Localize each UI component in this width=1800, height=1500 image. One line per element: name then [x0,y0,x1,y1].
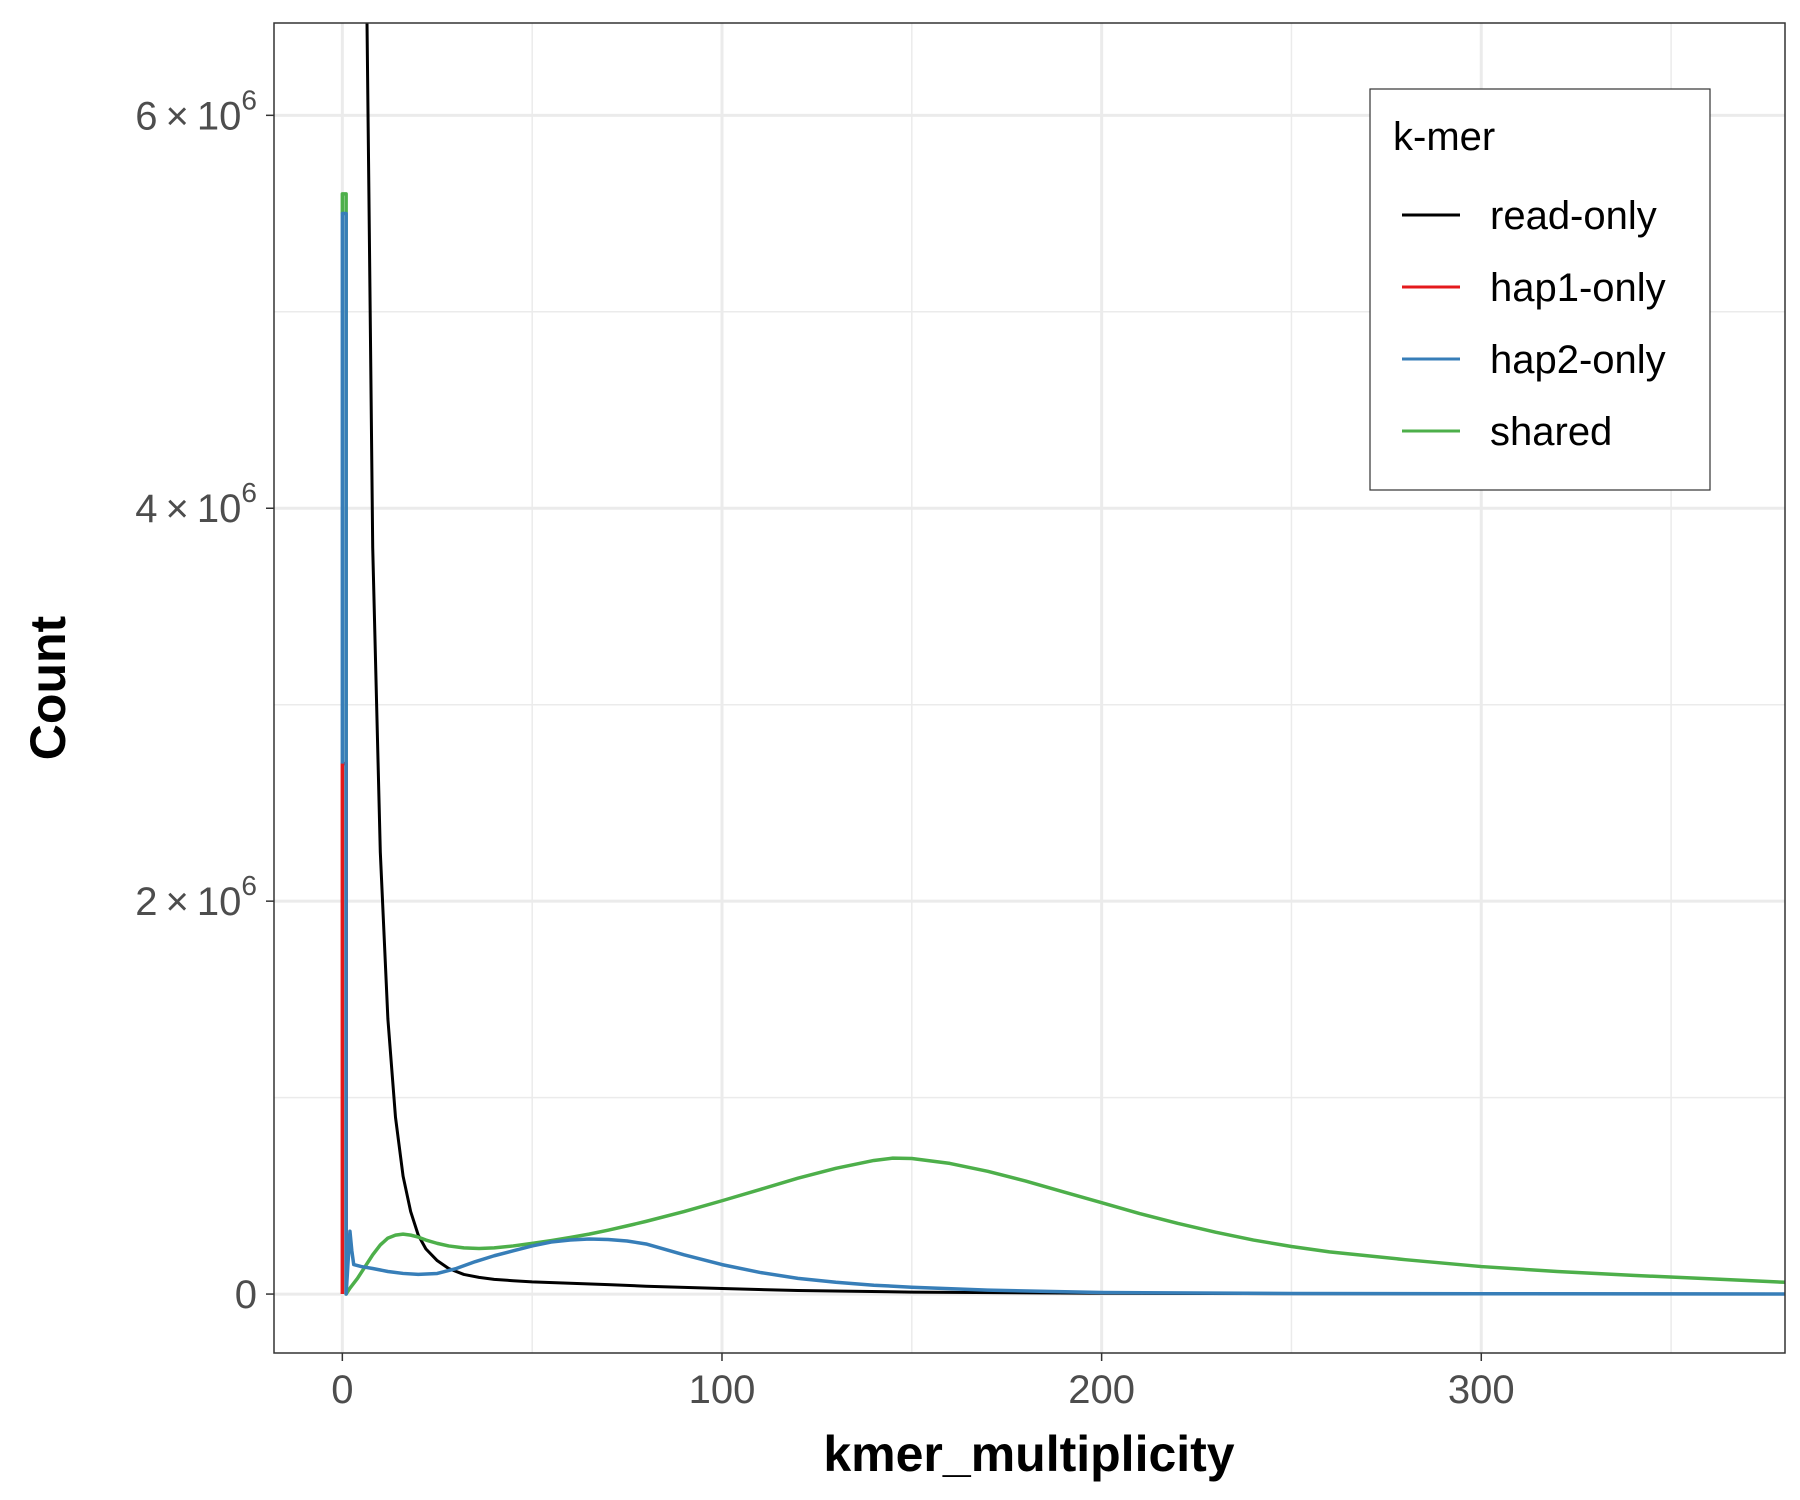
legend: k-mer read-only hap1-only hap2-only shared [1369,88,1711,491]
x-tick-label: 300 [1448,1368,1515,1412]
legend-title: k-mer [1393,115,1495,159]
x-tick-label: 0 [331,1368,353,1412]
y-axis-title: Count [20,615,76,760]
series-line-hap2-only [340,211,1785,1296]
series-line-read-only [365,23,1785,1296]
legend-label-hap2-only: hap2-only [1490,338,1666,382]
series-line-shared [340,192,1785,1296]
legend-label-shared: shared [1490,410,1612,454]
series-group [340,23,1785,1296]
y-tick-label: 2 × 106 [135,870,257,924]
y-axis: 0 2 × 106 4 × 106 6 × 106 [135,84,274,1317]
plot-panel-border [273,22,1786,1354]
y-tick-label: 6 × 106 [135,84,257,138]
x-tick-label: 100 [689,1368,756,1412]
x-axis: 0 100 200 300 [331,1353,1515,1412]
x-axis-title: kmer_multiplicity [823,1426,1234,1482]
legend-label-hap1-only: hap1-only [1490,266,1666,310]
y-tick-label: 0 [235,1273,257,1317]
legend-box [1369,88,1711,491]
legend-items: read-only hap1-only hap2-only shared [1402,194,1666,454]
legend-label-read-only: read-only [1490,194,1657,238]
y-tick-label: 4 × 106 [135,477,257,531]
x-tick-label: 200 [1068,1368,1135,1412]
